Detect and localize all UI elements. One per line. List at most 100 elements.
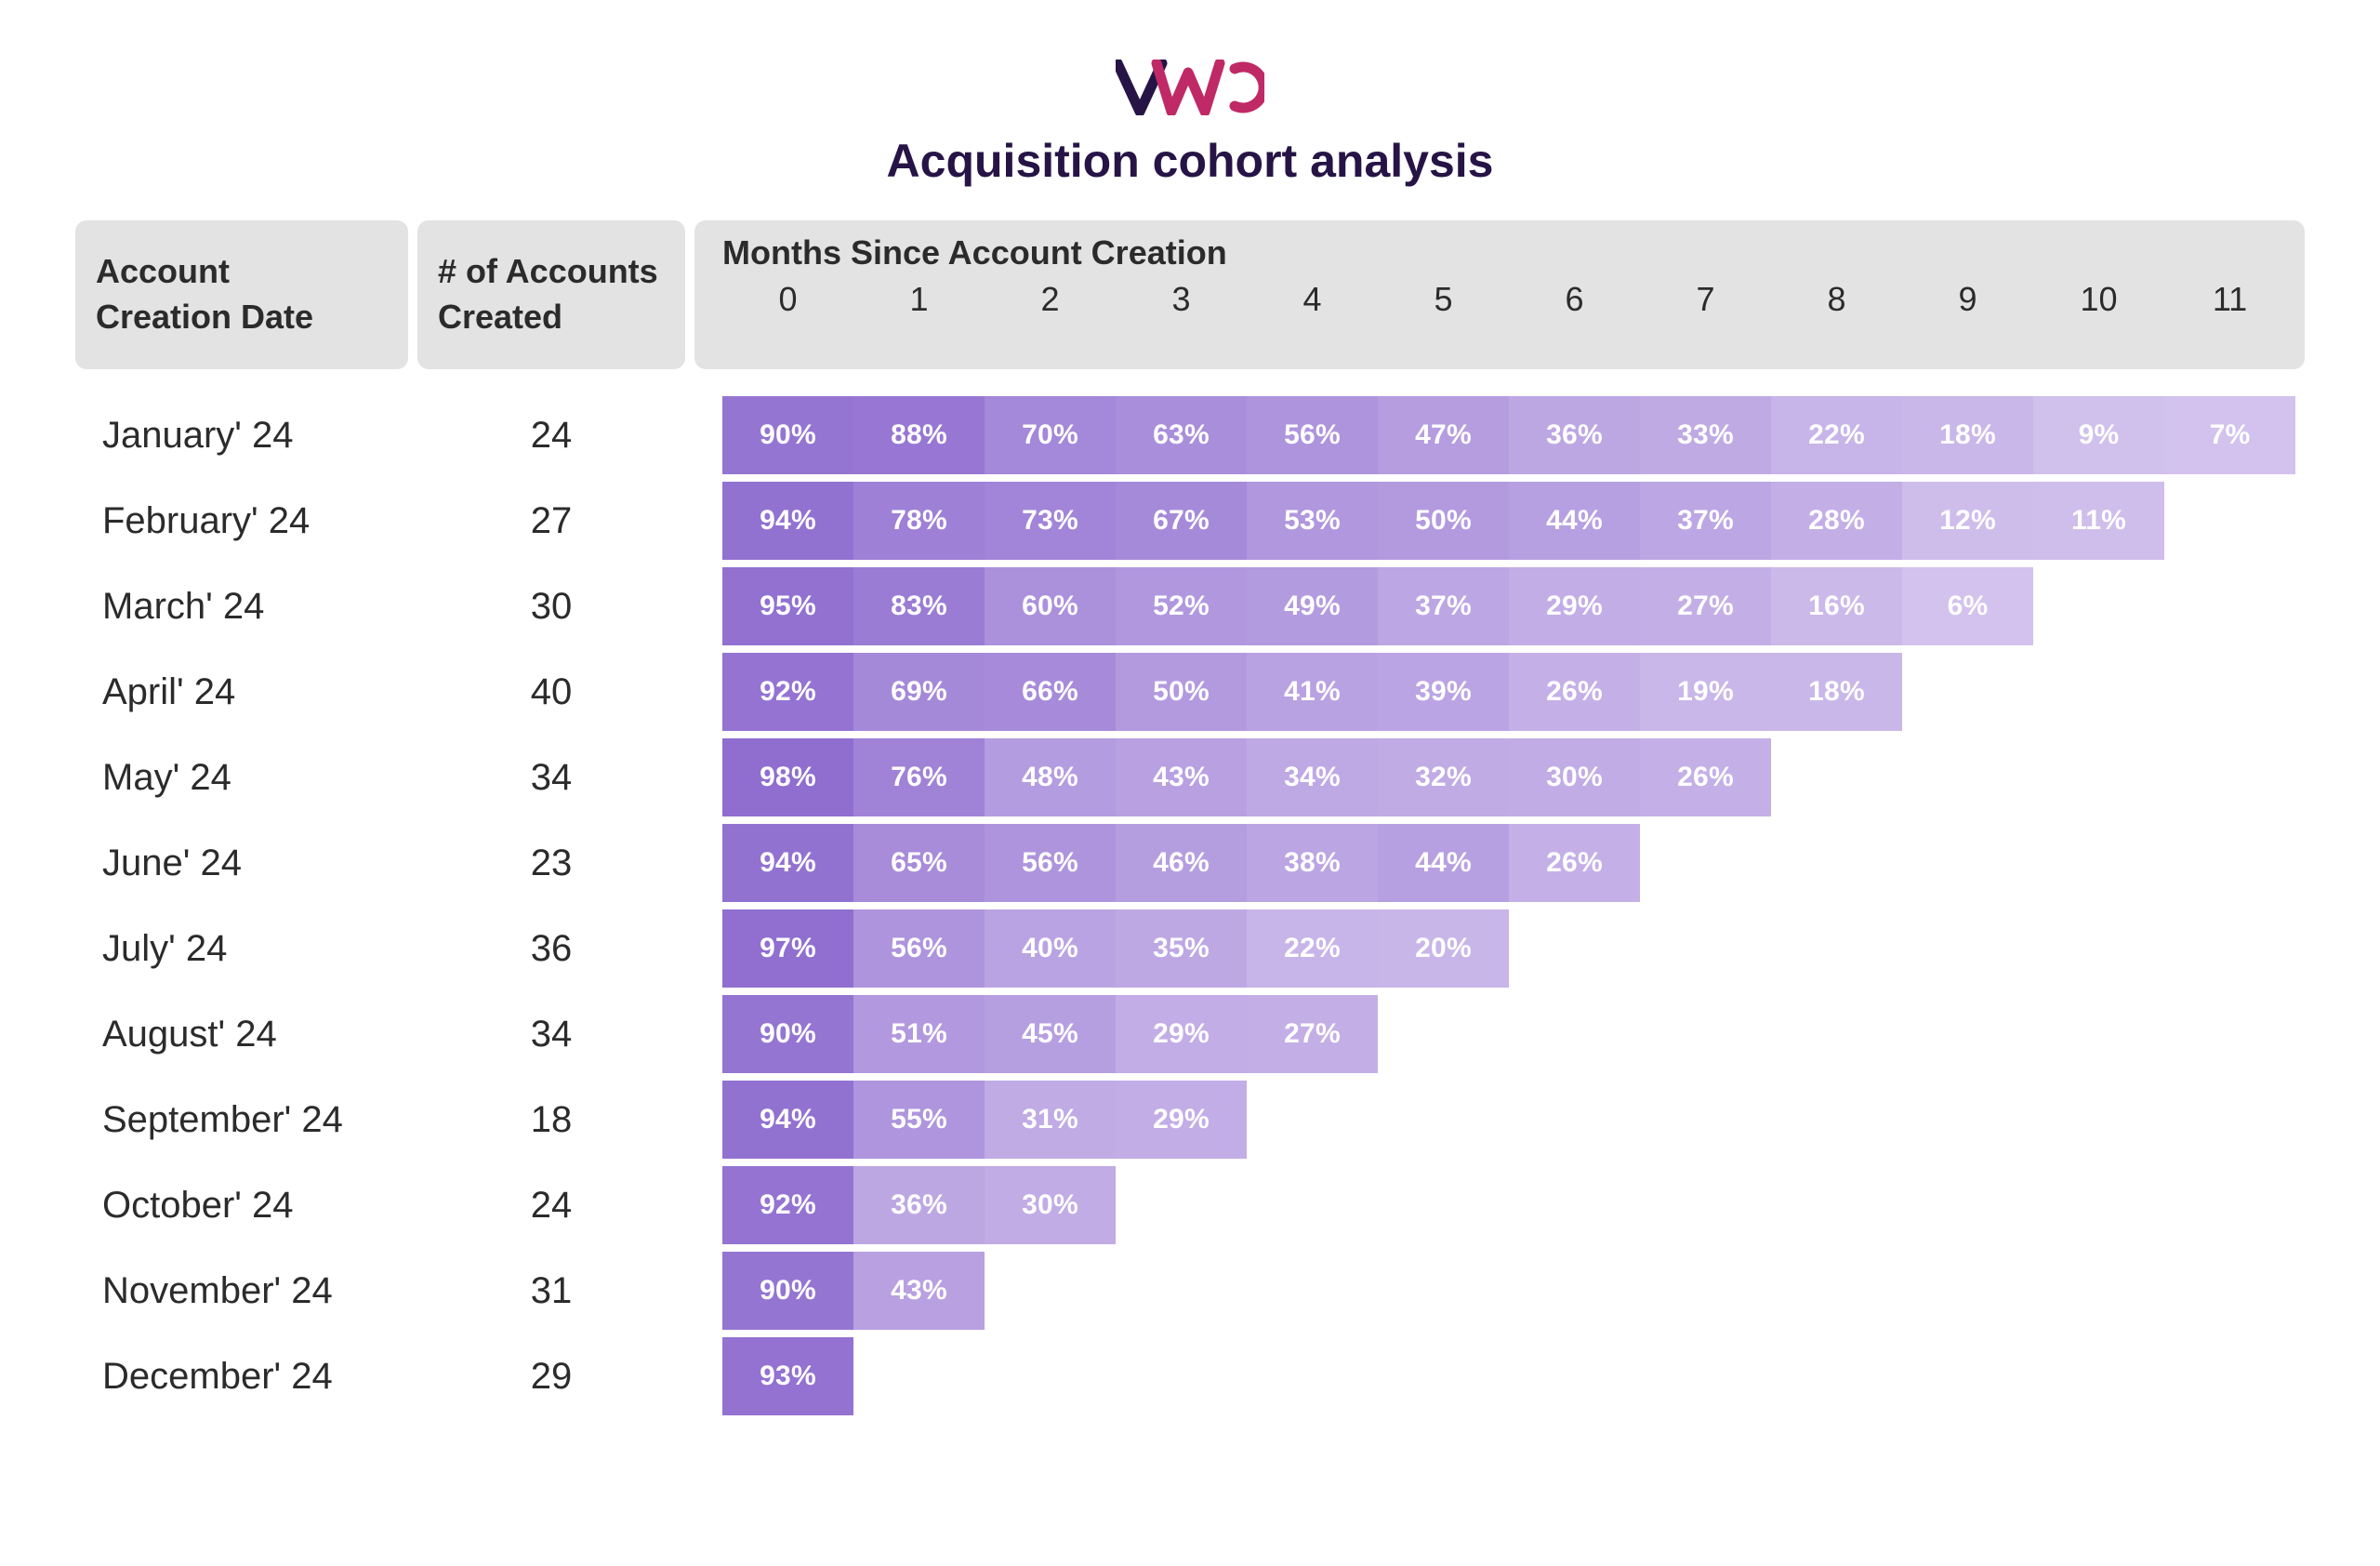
cohort-cell: 37%: [1640, 480, 1771, 562]
cohort-cell: 94%: [722, 480, 853, 562]
logo-container: [74, 56, 2306, 115]
cohort-cell: 22%: [1771, 394, 1902, 476]
cohort-cells: 92%69%66%50%41%39%26%19%18%: [694, 651, 2305, 733]
cohort-row-count: 34: [416, 735, 686, 820]
header-months-title: Months Since Account Creation: [722, 233, 2295, 272]
cohort-cell: 28%: [1771, 480, 1902, 562]
vwo-logo: [1116, 56, 1264, 115]
header-month-5: 5: [1378, 280, 1509, 319]
cohort-cell: 78%: [853, 480, 985, 562]
cohort-cell: 9%: [2033, 394, 2164, 476]
cohort-row-count: 40: [416, 649, 686, 735]
cohort-cell: 95%: [722, 565, 853, 647]
cohort-cell: 94%: [722, 1079, 853, 1161]
cohort-cell: 88%: [853, 394, 985, 476]
cohort-cell: 55%: [853, 1079, 985, 1161]
cohort-cells: 97%56%40%35%22%20%: [694, 908, 2305, 989]
cohort-row: April' 244092%69%66%50%41%39%26%19%18%: [74, 649, 2306, 735]
cohort-cell: 26%: [1509, 651, 1640, 733]
cohort-cell: 90%: [722, 1250, 853, 1332]
cohort-row-label: November' 24: [74, 1248, 409, 1334]
cohort-row-count: 27: [416, 478, 686, 564]
cohort-row-count: 29: [416, 1334, 686, 1419]
cohort-cell: 94%: [722, 822, 853, 904]
cohort-row: November' 243190%43%: [74, 1248, 2306, 1334]
cohort-cell: 40%: [985, 908, 1116, 989]
cohort-cell: 60%: [985, 565, 1116, 647]
cohort-table: Account Creation Date # of Accounts Crea…: [74, 219, 2306, 1419]
cohort-row-count: 24: [416, 392, 686, 478]
header-count-line1: # of Accounts: [438, 249, 665, 295]
cohort-cell: 36%: [1509, 394, 1640, 476]
cohort-cell: 97%: [722, 908, 853, 989]
cohort-cell: 51%: [853, 993, 985, 1075]
cohort-cell: 39%: [1378, 651, 1509, 733]
cohort-cell: 36%: [853, 1164, 985, 1246]
cohort-cell: 52%: [1116, 565, 1247, 647]
cohort-cell: 67%: [1116, 480, 1247, 562]
cohort-cells: 94%55%31%29%: [694, 1079, 2305, 1161]
cohort-row: January' 242490%88%70%63%56%47%36%33%22%…: [74, 392, 2306, 478]
cohort-cell: 50%: [1378, 480, 1509, 562]
cohort-row-label: December' 24: [74, 1334, 409, 1419]
cohort-cell: 29%: [1509, 565, 1640, 647]
cohort-cells: 90%88%70%63%56%47%36%33%22%18%9%7%: [694, 394, 2305, 476]
cohort-cell: 43%: [1116, 737, 1247, 818]
cohort-row-count: 36: [416, 906, 686, 991]
cohort-cell: 31%: [985, 1079, 1116, 1161]
cohort-cell: 92%: [722, 651, 853, 733]
cohort-row: February' 242794%78%73%67%53%50%44%37%28…: [74, 478, 2306, 564]
cohort-cells: 98%76%48%43%34%32%30%26%: [694, 737, 2305, 818]
cohort-row-label: September' 24: [74, 1077, 409, 1162]
cohort-row-label: August' 24: [74, 991, 409, 1077]
cohort-row-label: October' 24: [74, 1162, 409, 1248]
cohort-cell: 49%: [1247, 565, 1378, 647]
page-title: Acquisition cohort analysis: [74, 134, 2306, 188]
cohort-cell: 90%: [722, 394, 853, 476]
cohort-cell: 34%: [1247, 737, 1378, 818]
cohort-cell: 73%: [985, 480, 1116, 562]
header-month-6: 6: [1509, 280, 1640, 319]
cohort-row-label: January' 24: [74, 392, 409, 478]
cohort-row: March' 243095%83%60%52%49%37%29%27%16%6%: [74, 564, 2306, 649]
cohort-cell: 12%: [1902, 480, 2033, 562]
cohort-row: September' 241894%55%31%29%: [74, 1077, 2306, 1162]
header-month-10: 10: [2033, 280, 2164, 319]
cohort-cells: 90%43%: [694, 1250, 2305, 1332]
cohort-cells: 92%36%30%: [694, 1164, 2305, 1246]
cohort-row-count: 31: [416, 1248, 686, 1334]
cohort-cell: 30%: [985, 1164, 1116, 1246]
cohort-row-count: 24: [416, 1162, 686, 1248]
spacer-row: [74, 370, 2306, 392]
cohort-cell: 66%: [985, 651, 1116, 733]
cohort-row-label: April' 24: [74, 649, 409, 735]
cohort-cells: 90%51%45%29%27%: [694, 993, 2305, 1075]
header-month-8: 8: [1771, 280, 1902, 319]
cohort-cell: 22%: [1247, 908, 1378, 989]
cohort-table-body: January' 242490%88%70%63%56%47%36%33%22%…: [74, 392, 2306, 1419]
cohort-row-label: February' 24: [74, 478, 409, 564]
cohort-row-count: 18: [416, 1077, 686, 1162]
cohort-cells: 94%78%73%67%53%50%44%37%28%12%11%: [694, 480, 2305, 562]
cohort-row-label: May' 24: [74, 735, 409, 820]
header-date-line1: Account: [96, 249, 388, 295]
cohort-cells: 93%: [694, 1335, 2305, 1417]
cohort-cell: 33%: [1640, 394, 1771, 476]
cohort-row: August' 243490%51%45%29%27%: [74, 991, 2306, 1077]
cohort-cell: 56%: [853, 908, 985, 989]
cohort-cell: 45%: [985, 993, 1116, 1075]
cohort-cell: 19%: [1640, 651, 1771, 733]
cohort-cell: 70%: [985, 394, 1116, 476]
cohort-row-label: July' 24: [74, 906, 409, 991]
cohort-cell: 35%: [1116, 908, 1247, 989]
cohort-row-count: 23: [416, 820, 686, 906]
header-month-1: 1: [853, 280, 985, 319]
cohort-cell: 38%: [1247, 822, 1378, 904]
cohort-cell: 32%: [1378, 737, 1509, 818]
cohort-cell: 50%: [1116, 651, 1247, 733]
cohort-cell: 7%: [2164, 394, 2295, 476]
header-month-0: 0: [722, 280, 853, 319]
cohort-cell: 37%: [1378, 565, 1509, 647]
cohort-cell: 18%: [1902, 394, 2033, 476]
cohort-cell: 18%: [1771, 651, 1902, 733]
